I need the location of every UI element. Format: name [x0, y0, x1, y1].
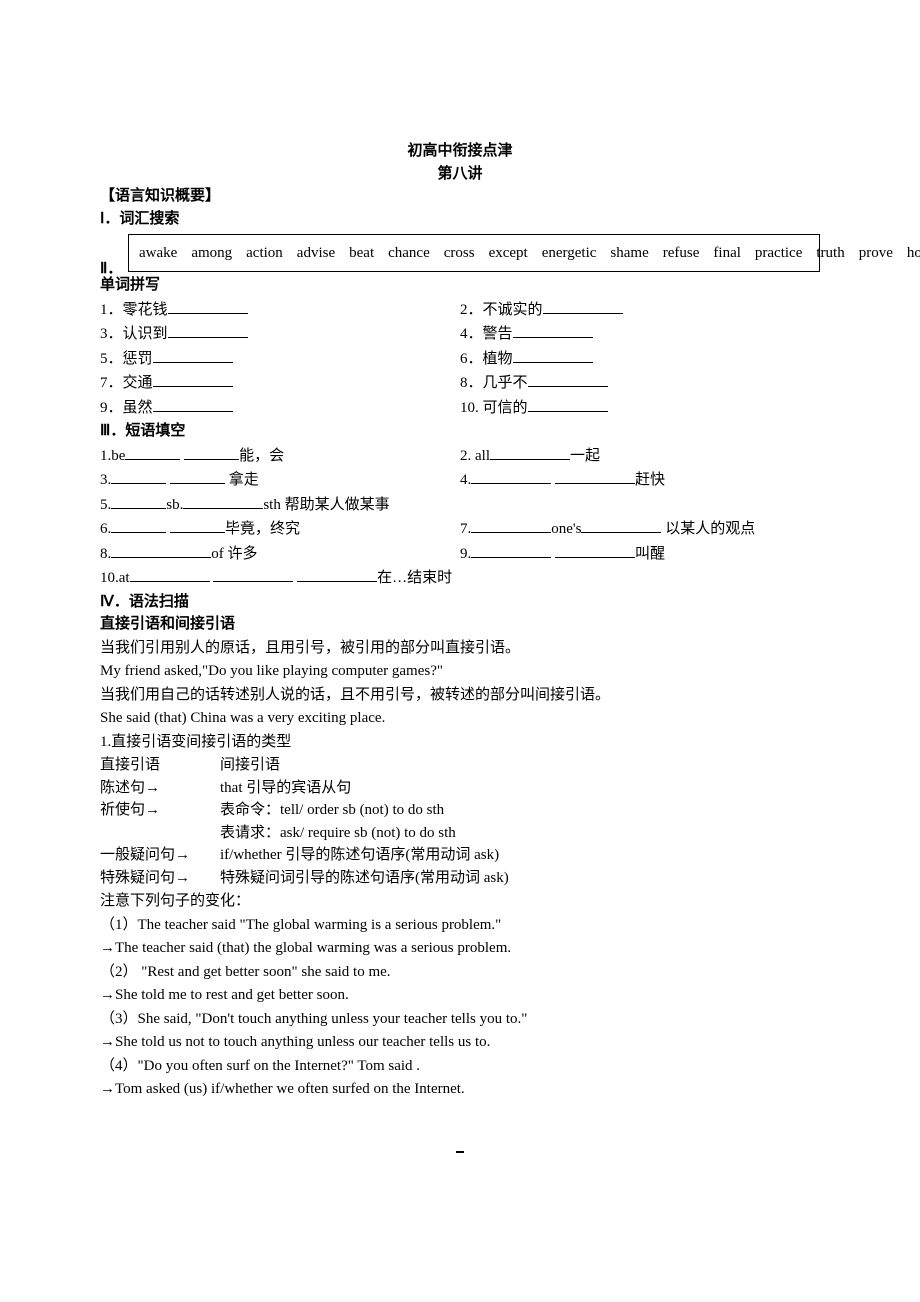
spelling-item: 4．警告 — [460, 322, 820, 346]
vocab-word: beat — [349, 245, 374, 261]
vocabulary-box: awake among action advise beat chance cross exc… — [128, 234, 820, 272]
example-2a: （2） "Rest and get better soon" she said … — [100, 961, 820, 984]
grammar-row3-right: if/whether 引导的陈述句语序(常用动词 ask) — [220, 844, 820, 867]
phrase-7-meaning: 以某人的观点 — [665, 521, 755, 537]
title-main: 初高中衔接点津 — [100, 140, 820, 163]
phrase-6-prefix: 6. — [100, 521, 111, 537]
document-page: 初高中衔接点津 第八讲 【语言知识概要】 Ⅰ．词汇搜索 awake amongac… — [0, 0, 920, 1243]
spelling-item: 3．认识到 — [100, 322, 460, 346]
phrase-7-mid: one's — [551, 521, 581, 537]
phrase-1-prefix: 1.be — [100, 448, 125, 464]
grammar-line-2: My friend asked,"Do you like playing com… — [100, 660, 820, 683]
phrase-6-meaning: 毕竟，终究 — [225, 521, 300, 537]
phrase-4-prefix: 4. — [460, 472, 471, 488]
grammar-row4-right: 特殊疑问词引导的陈述句语序(常用动词 ask) — [220, 867, 820, 890]
spelling-item: 7．交通 — [100, 371, 460, 395]
spelling-item: 10. 可信的 — [460, 396, 820, 420]
section-1-head: Ⅰ．词汇搜索 — [100, 208, 820, 231]
phrase-5-mid: sb. — [166, 497, 183, 513]
phrase-8-meaning: of 许多 — [211, 546, 257, 562]
spelling-item: 9．虽然 — [100, 396, 460, 420]
phrase-5-prefix: 5. — [100, 497, 111, 513]
phrase-2-meaning: 一起 — [570, 448, 600, 464]
example-1a: （1）The teacher said "The global warming … — [100, 914, 820, 937]
vocab-word: truth — [816, 245, 844, 261]
example-3b: →She told us not to touch anything unles… — [100, 1031, 820, 1054]
spelling-right-col: 2．不诚实的4．警告6．植物8．几乎不10. 可信的 — [460, 297, 820, 421]
phrase-10-meaning: 在…结束时 — [377, 570, 452, 586]
example-2b: →She told me to rest and get better soon… — [100, 984, 820, 1007]
section-2-head: 单词拼写 — [100, 274, 820, 297]
section-3-head: Ⅲ．短语填空 — [100, 420, 820, 443]
phrase-1-meaning: 能，会 — [239, 448, 284, 464]
grammar-row3-left: 一般疑问句→ — [100, 844, 220, 867]
phrase-fill-block: 1.be 能，会 2. all 一起 3. 拿走 4. 赶快 5. sb. sth 帮… — [100, 444, 820, 590]
section-2-head-roman: Ⅱ． — [100, 258, 122, 281]
spelling-item: 5．惩罚 — [100, 347, 460, 371]
grammar-col-right-head: 间接引语 — [220, 754, 820, 777]
phrase-9-prefix: 9. — [460, 546, 471, 562]
spelling-columns: 1．零花钱3．认识到5．惩罚7．交通9．虽然 2．不诚实的4．警告6．植物8．几… — [100, 297, 820, 421]
grammar-title: 直接引语和间接引语 — [100, 613, 820, 636]
grammar-row1-right: that 引导的宾语从句 — [220, 777, 820, 800]
grammar-line-3: 当我们用自己的话转述别人说的话，且不用引号，被转述的部分叫间接引语。 — [100, 684, 820, 707]
spelling-item: 6．植物 — [460, 347, 820, 371]
grammar-table: 直接引语 间接引语 陈述句→ that 引导的宾语从句 祈使句→ 表命令：tel… — [100, 754, 820, 889]
phrase-10-prefix: 10.at — [100, 570, 130, 586]
vocab-word: honest — [907, 245, 920, 261]
grammar-row2-left: 祈使句→ — [100, 799, 220, 822]
phrase-8-prefix: 8. — [100, 546, 111, 562]
vocab-word: energetic — [542, 245, 597, 261]
section-4-head: Ⅳ．语法扫描 — [100, 591, 820, 614]
spelling-item: 2．不诚实的 — [460, 298, 820, 322]
phrase-7-prefix: 7. — [460, 521, 471, 537]
title-sub: 第八讲 — [100, 163, 820, 186]
grammar-row1-left: 陈述句→ — [100, 777, 220, 800]
vocab-word: practice — [755, 245, 802, 261]
example-4b: →Tom asked (us) if/whether we often surf… — [100, 1078, 820, 1101]
phrase-5-meaning: sth 帮助某人做某事 — [263, 497, 389, 513]
footer-mark — [100, 1141, 820, 1164]
phrase-2-prefix: 2. all — [460, 448, 490, 464]
vocab-word: chance — [388, 245, 430, 261]
vocab-word: awake — [139, 245, 177, 261]
vocab-word: refuse — [663, 245, 700, 261]
grammar-line-1: 当我们引用别人的原话，且用引号，被引用的部分叫直接引语。 — [100, 637, 820, 660]
phrase-4-meaning: 赶快 — [635, 472, 665, 488]
phrase-9-meaning: 叫醒 — [635, 546, 665, 562]
grammar-note: 注意下列句子的变化： — [100, 890, 820, 913]
grammar-col-left-head: 直接引语 — [100, 754, 220, 777]
phrase-3-prefix: 3. — [100, 472, 111, 488]
phrase-3-meaning: 拿走 — [229, 472, 259, 488]
grammar-row2-right: 表命令：tell/ order sb (not) to do sth — [220, 799, 820, 822]
vocab-word: cross — [444, 245, 475, 261]
section-knowledge-head: 【语言知识概要】 — [100, 185, 820, 208]
vocab-word: action — [246, 245, 283, 261]
example-3a: （3）She said, "Don't touch anything unles… — [100, 1008, 820, 1031]
vocab-word: shame — [610, 245, 648, 261]
vocab-word: final — [713, 245, 741, 261]
spelling-item: 8．几乎不 — [460, 371, 820, 395]
grammar-row4-left: 特殊疑问句→ — [100, 867, 220, 890]
grammar-line-4: She said (that) China was a very excitin… — [100, 707, 820, 730]
example-1b: →The teacher said (that) the global warm… — [100, 937, 820, 960]
spelling-item: 1．零花钱 — [100, 298, 460, 322]
grammar-row2b-right: 表请求：ask/ require sb (not) to do sth — [220, 822, 820, 845]
spelling-left-col: 1．零花钱3．认识到5．惩罚7．交通9．虽然 — [100, 297, 460, 421]
example-4a: （4）"Do you often surf on the Internet?" … — [100, 1055, 820, 1078]
vocab-word: among — [191, 245, 232, 261]
vocab-word: except — [489, 245, 528, 261]
vocab-word: prove — [859, 245, 893, 261]
vocab-word: advise — [297, 245, 335, 261]
grammar-line-5: 1.直接引语变间接引语的类型 — [100, 731, 820, 754]
